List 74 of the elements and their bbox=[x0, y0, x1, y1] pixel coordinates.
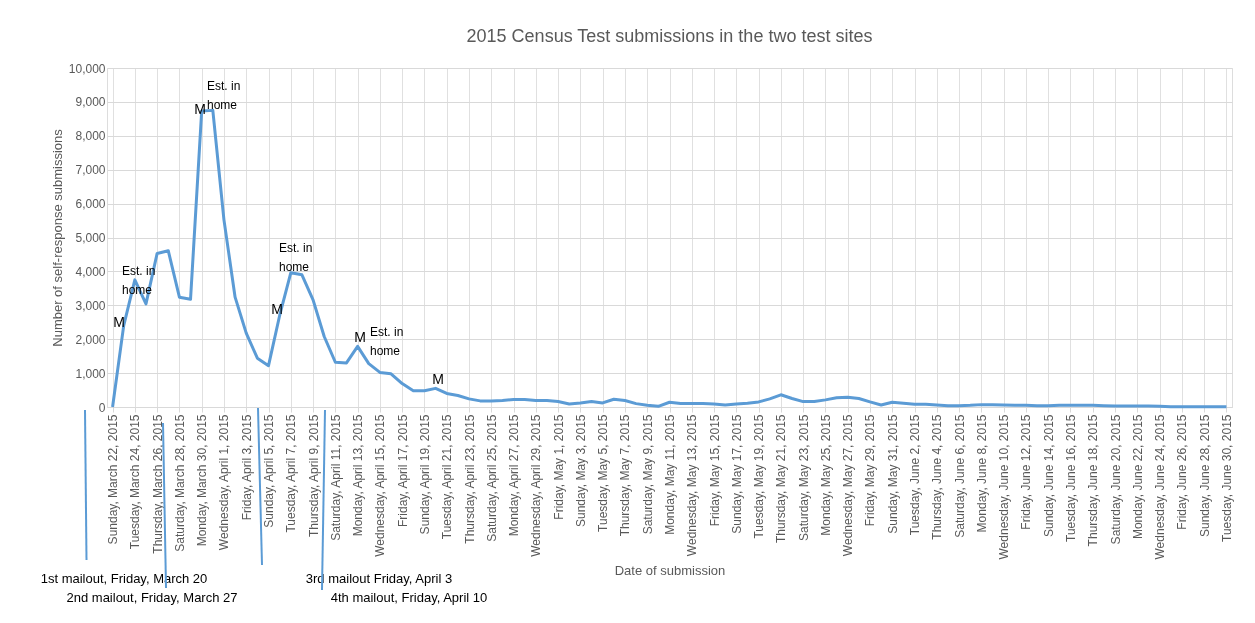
x-tick-label: Sunday, May 3, 2015 bbox=[573, 414, 588, 528]
x-tick-label: Thursday, April 9, 2015 bbox=[306, 414, 321, 538]
annotation: Est. in home bbox=[370, 325, 404, 358]
y-tick-label: 8,000 bbox=[75, 129, 106, 144]
x-tick-label: Wednesday, April 1, 2015 bbox=[217, 414, 232, 551]
x-tick-label: Friday, April 17, 2015 bbox=[395, 414, 410, 528]
x-tick-label: Thursday, June 18, 2015 bbox=[1086, 414, 1101, 547]
y-tick-label: 6,000 bbox=[75, 197, 106, 212]
x-tick-label: Tuesday, June 2, 2015 bbox=[908, 414, 923, 536]
x-tick-label: Sunday, March 22, 2015 bbox=[106, 414, 121, 545]
x-tick-label: Saturday, April 11, 2015 bbox=[328, 414, 343, 541]
x-tick-label: Thursday, June 4, 2015 bbox=[930, 414, 945, 540]
y-tick-label: 4,000 bbox=[75, 264, 106, 279]
x-tick-label: Saturday, April 25, 2015 bbox=[484, 414, 499, 542]
x-tick-label: Thursday, April 23, 2015 bbox=[462, 414, 477, 544]
x-tick-label: Wednesday, April 29, 2015 bbox=[529, 414, 544, 557]
annotation: Est. in home bbox=[207, 79, 241, 112]
x-tick-label: Wednesday, June 10, 2015 bbox=[997, 414, 1012, 560]
text: 2nd mailout, Friday, March 27 bbox=[66, 590, 238, 605]
x-tick-label: Wednesday, April 15, 2015 bbox=[373, 414, 388, 557]
x-tick-label: Tuesday, May 5, 2015 bbox=[596, 414, 611, 532]
x-tick-label: Tuesday, March 24, 2015 bbox=[128, 414, 143, 550]
x-tick-label: Monday, May 25, 2015 bbox=[818, 414, 833, 536]
y-axis-title: Number of self-response submissions bbox=[49, 128, 65, 347]
x-tick-label: Saturday, June 20, 2015 bbox=[1108, 414, 1123, 545]
y-tick-label: 7,000 bbox=[75, 163, 106, 178]
y-tick-label: 9,000 bbox=[75, 95, 106, 110]
annotation: M bbox=[194, 101, 206, 117]
x-tick-label: Sunday, May 31, 2015 bbox=[885, 414, 900, 534]
x-tick-label: Saturday, March 28, 2015 bbox=[172, 414, 187, 552]
x-tick-label: Monday, April 27, 2015 bbox=[507, 414, 522, 537]
annotation: M bbox=[113, 314, 125, 330]
x-tick-label: Tuesday, June 16, 2015 bbox=[1063, 414, 1078, 542]
x-tick-label: Thursday, May 7, 2015 bbox=[618, 414, 633, 537]
y-tick-label: 10,000 bbox=[68, 61, 106, 76]
x-tick-label: Monday, June 22, 2015 bbox=[1130, 414, 1145, 540]
x-tick-label: Sunday, June 14, 2015 bbox=[1041, 414, 1056, 538]
x-tick-label: Friday, May 29, 2015 bbox=[863, 414, 878, 527]
annotation: M bbox=[432, 371, 444, 387]
x-tick-label: Tuesday, April 21, 2015 bbox=[440, 414, 455, 540]
y-tick-label: 3,000 bbox=[75, 298, 106, 313]
x-tick-label: Wednesday, May 27, 2015 bbox=[841, 414, 856, 557]
x-tick-label: Saturday, June 6, 2015 bbox=[952, 414, 967, 538]
x-tick-label: Friday, May 1, 2015 bbox=[551, 414, 566, 520]
x-tick-label: Thursday, March 26, 2015 bbox=[150, 414, 165, 554]
x-tick-label: Wednesday, May 13, 2015 bbox=[685, 414, 700, 557]
x-tick-label: Friday, April 3, 2015 bbox=[239, 414, 254, 521]
y-tick-label: 5,000 bbox=[75, 231, 106, 245]
x-tick-label: Tuesday, June 30, 2015 bbox=[1219, 414, 1234, 542]
x-tick-label: Tuesday, May 19, 2015 bbox=[752, 414, 767, 539]
x-tick-label: Wednesday, June 24, 2015 bbox=[1153, 414, 1168, 560]
x-tick-label: Sunday, June 28, 2015 bbox=[1197, 414, 1212, 538]
x-tick-label: Saturday, May 23, 2015 bbox=[796, 414, 811, 542]
x-tick-label: Monday, June 8, 2015 bbox=[974, 414, 989, 533]
annotation: Est. in home bbox=[279, 241, 313, 274]
x-tick-label: Monday, May 11, 2015 bbox=[663, 414, 677, 535]
y-tick-label: 0 bbox=[98, 400, 106, 415]
x-axis-title: Date of submission bbox=[614, 563, 726, 579]
x-tick-label: Thursday, May 21, 2015 bbox=[774, 414, 789, 544]
y-tick-label: 1,000 bbox=[75, 366, 106, 381]
x-tick-label: Monday, April 13, 2015 bbox=[351, 414, 366, 537]
x-tick-label: Friday, June 12, 2015 bbox=[1019, 414, 1034, 530]
text: 4th mailout, Friday, April 10 bbox=[330, 590, 488, 605]
x-tick-label: Saturday, May 9, 2015 bbox=[640, 414, 655, 535]
x-tick-label: Monday, March 30, 2015 bbox=[195, 414, 210, 547]
x-tick-label: Sunday, April 5, 2015 bbox=[262, 414, 277, 528]
annotation: M bbox=[354, 329, 366, 345]
x-tick-label: Friday, May 15, 2015 bbox=[707, 414, 722, 527]
x-tick-label: Friday, June 26, 2015 bbox=[1175, 414, 1190, 530]
x-tick-label: Tuesday, April 7, 2015 bbox=[284, 414, 299, 533]
chart-title: 2015 Census Test submissions in the two test sites bbox=[466, 26, 873, 46]
x-tick-label: Sunday, April 19, 2015 bbox=[417, 414, 432, 535]
x-tick-label: Sunday, May 17, 2015 bbox=[729, 414, 744, 534]
y-tick-label: 2,000 bbox=[75, 332, 106, 347]
